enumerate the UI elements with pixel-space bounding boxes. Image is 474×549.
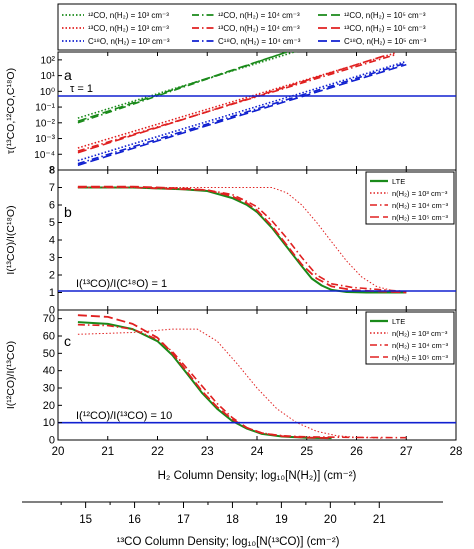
y-tick-label: 8 [49,165,55,177]
y-ticks-panel-c: 70 60 50 40 30 20 10 0 [43,313,62,447]
series-line-blue [77,63,407,167]
y-tick-label: 10⁻² [35,118,55,129]
y-tick-label: 10¹ [41,71,56,82]
x-tick-label: 28 [450,446,463,458]
panel-c: c I(¹²CO)/I(¹³CO) = 10 70 60 50 40 30 20 10 0 I… [5,309,457,447]
y-axis-label-b: I(¹³CO)/I(C¹⁸O) [5,205,17,274]
x-tick-label: 27 [400,446,413,458]
x2-tick-label: 16 [128,514,141,526]
x2-tick-label: 19 [275,514,288,526]
y-axis-label-a: τ(¹³CO,¹²CO,C¹⁸O) [5,68,17,154]
legend-panel-c: LTE n(H₂) = 10³ cm⁻³ n(H₂) = 10⁴ cm⁻³ n(H₂)… [365,311,455,365]
x-tick-label: 24 [251,446,264,458]
panel-b: b I(¹³CO)/I(C¹⁸O) = 1 8 7 6 5 4 3 2 1 0 I(¹³CO)/… [5,165,457,317]
y-tick-label: 10 [43,417,55,429]
x-tick-label: 21 [101,446,114,458]
y-ticks-panel-b: 8 7 6 5 4 3 2 1 0 [49,165,62,317]
x-tick-label: 25 [300,446,313,458]
y-tick-label: 70 [43,313,55,325]
legend-panel-label: n(H₂) = 10³ cm⁻³ [392,329,448,338]
series-line-red [77,328,382,439]
y-tick-label: 3 [49,252,55,264]
y-tick-label: 1 [49,287,55,299]
y-tick-label: 7 [49,182,55,194]
y-tick-label: 10⁻⁴ [34,150,55,161]
legend-panel-label: n(H₂) = 10³ cm⁻³ [392,189,448,198]
y-tick-label: 4 [49,235,55,247]
x-tick-label: 20 [52,446,65,458]
legend-top: ¹²CO, n(H₂) = 10³ cm⁻³ ¹³CO, n(H₂) = 10³ … [57,3,457,51]
y-tick-label: 10⁰ [40,87,55,98]
x-axis-h2: 20 21 22 23 24 25 26 27 28 [52,446,463,458]
x-axis-label: H₂ Column Density; log₁₀[N(H₂)] (cm⁻²) [158,470,357,482]
legend-top-label: C¹⁸O, n(H₂) = 10⁴ cm⁻³ [218,37,301,46]
x2-axis-label: ¹³CO Column Density; log₁₀[N(¹³CO)] (cm⁻… [116,536,339,548]
legend-panel-b: LTE n(H₂) = 10³ cm⁻³ n(H₂) = 10⁴ cm⁻³ n(H₂)… [365,171,455,225]
panel-letter-c: c [64,333,71,349]
legend-top-label: ¹²CO, n(H₂) = 10⁵ cm⁻³ [344,11,426,20]
series-line-blue [77,62,407,165]
y-tick-label: 0 [49,305,55,317]
series-line-red [77,187,407,293]
series-line-red [77,314,332,439]
series-line-green [77,186,407,294]
series-line-red [77,54,387,154]
legend-panel-label: LTE [392,177,405,186]
y-tick-label: 20 [43,400,55,412]
y-axis-label-c: I(¹²CO)/I(¹³CO) [5,341,17,409]
y-tick-label: 10⁻¹ [35,103,55,114]
series-line-green [77,52,288,122]
legend-top-label: C¹⁸O, n(H₂) = 10³ cm⁻³ [88,37,170,46]
x-tick-label: 22 [151,446,164,458]
x2-tick-label: 20 [324,514,337,526]
x-axis-13co: 15 16 17 18 19 20 21 [22,501,443,526]
y-tick-label: 60 [43,331,55,343]
series-line-blue [77,60,407,162]
panel-letter-b: b [64,204,72,220]
hline-label-b: I(¹³CO)/I(C¹⁸O) = 1 [76,278,167,290]
x2-tick-label: 18 [226,514,239,526]
series-line-green [77,52,297,119]
x-tick-label: 23 [201,446,214,458]
y-tick-label: 10⁻³ [35,134,55,145]
y-tick-label: 2 [49,270,55,282]
series-line-red [77,52,397,149]
x2-tick-label: 15 [79,514,92,526]
series-line-red [77,185,407,294]
legend-top-label: C¹⁸O, n(H₂) = 10⁵ cm⁻³ [344,37,427,46]
legend-panel-label: n(H₂) = 10⁴ cm⁻³ [392,341,449,350]
legend-top-label: ¹³CO, n(H₂) = 10⁴ cm⁻³ [218,24,300,33]
y-ticks-panel-a: 10² 10¹ 10⁰ 10⁻¹ 10⁻² 10⁻³ 10⁻⁴ 8 [34,55,62,177]
legend-top-label: ¹²CO, n(H₂) = 10³ cm⁻³ [88,11,169,20]
y-tick-label: 6 [49,200,55,212]
legend-panel-label: n(H₂) = 10⁴ cm⁻³ [392,201,449,210]
y-tick-label: 0 [49,435,55,447]
legend-top-label: ¹²CO, n(H₂) = 10⁴ cm⁻³ [218,11,300,20]
legend-panel-label: n(H₂) = 10⁵ cm⁻³ [392,353,449,362]
x2-tick-label: 17 [177,514,190,526]
legend-panel-label: n(H₂) = 10⁵ cm⁻³ [392,213,449,222]
legend-panel-label: LTE [392,317,405,326]
series-line-red [77,323,407,439]
panel-letter-a: a [64,67,72,83]
x2-tick-label: 21 [373,514,386,526]
y-tick-label: 5 [49,217,55,229]
y-tick-label: 50 [43,348,55,360]
y-tick-label: 8 [49,166,55,177]
x-tick-label: 26 [350,446,363,458]
legend-top-label: ¹³CO, n(H₂) = 10³ cm⁻³ [88,24,169,33]
hline-label-c: I(¹²CO)/I(¹³CO) = 10 [76,410,172,422]
y-tick-label: 10² [41,55,56,66]
y-tick-label: 40 [43,365,55,377]
panel-a: a τ = 1 10² 10¹ 10⁰ 10⁻¹ 10⁻² 10⁻³ 10⁻⁴ 8 τ(¹³C… [5,51,457,177]
legend-top-label: ¹³CO, n(H₂) = 10⁵ cm⁻³ [344,24,426,33]
hline-label-a: τ = 1 [70,83,93,95]
series-line-red [77,53,397,152]
y-tick-label: 30 [43,383,55,395]
